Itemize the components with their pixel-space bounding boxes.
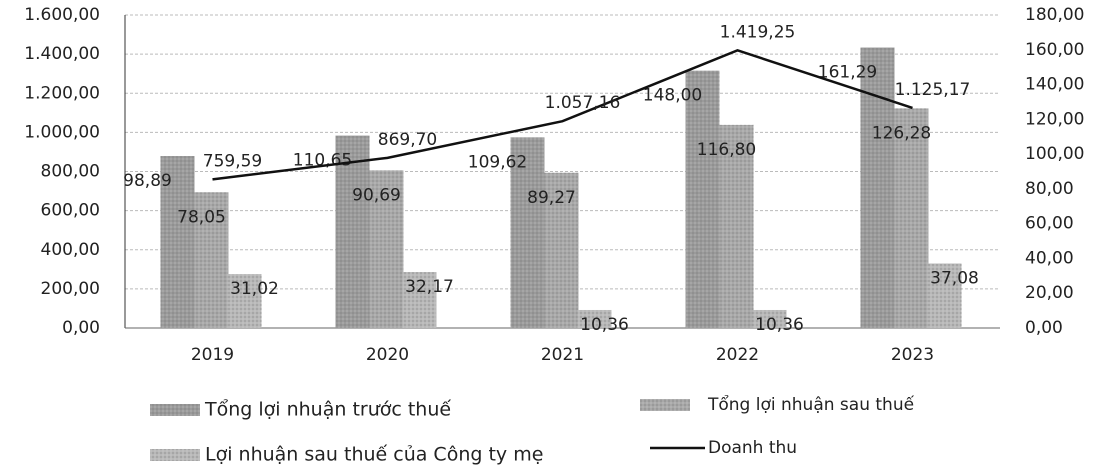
x-tick-label: 2019 [191, 345, 234, 365]
x-tick-label: 2023 [891, 345, 934, 365]
y-tick-label: 1.400,00 [24, 44, 100, 64]
y2-tick-label: 100,00 [1025, 144, 1084, 164]
data-label: 10,36 [755, 315, 804, 335]
data-label: 759,59 [203, 151, 262, 171]
data-label: 126,28 [872, 123, 931, 143]
y-tick-label: 400,00 [41, 240, 100, 260]
bar-texture [719, 124, 754, 328]
data-label: 1.057,16 [545, 93, 621, 113]
data-label: 1.419,25 [720, 22, 796, 42]
bar-texture [544, 172, 579, 328]
y-tick-label: 600,00 [41, 201, 100, 221]
bar-texture [577, 309, 612, 328]
legend-texture [150, 449, 200, 461]
y-tick-label: 200,00 [41, 279, 100, 299]
x-tick-label: 2022 [716, 345, 759, 365]
legend-texture [150, 404, 200, 416]
bar-texture [752, 309, 787, 328]
data-label: 78,05 [177, 207, 226, 227]
y2-tick-label: 40,00 [1025, 248, 1074, 268]
y2-tick-label: 140,00 [1025, 75, 1084, 95]
legend-label: Doanh thu [708, 438, 797, 458]
line [212, 49, 913, 181]
bar-texture [402, 272, 437, 328]
y2-tick-label: 60,00 [1025, 214, 1074, 234]
bar-texture [335, 135, 370, 328]
bar-texture [194, 192, 229, 328]
data-label: 116,80 [697, 140, 756, 160]
data-label: 869,70 [378, 130, 437, 150]
bar-texture [927, 263, 962, 328]
y2-tick-label: 180,00 [1025, 5, 1084, 25]
data-label: 98,89 [123, 171, 172, 191]
legend-label: Tổng lợi nhuận trước thuế [204, 399, 451, 421]
data-label: 89,27 [527, 188, 576, 208]
legend-texture [640, 399, 690, 411]
bar-texture [227, 274, 262, 328]
bar-texture [160, 156, 195, 328]
y-tick-label: 800,00 [41, 162, 100, 182]
data-label: 90,69 [352, 185, 401, 205]
bar-texture [685, 70, 720, 329]
y-tick-label: 1.000,00 [24, 122, 100, 142]
y2-tick-label: 0,00 [1025, 318, 1063, 338]
y-tick-label: 0,00 [62, 318, 100, 338]
bar-texture [894, 108, 929, 328]
data-label: 32,17 [405, 277, 454, 297]
y-tick-label: 1.600,00 [24, 5, 100, 25]
legend-label: Tổng lợi nhuận sau thuế [707, 394, 915, 415]
bar-texture [510, 137, 545, 328]
y2-tick-label: 160,00 [1025, 40, 1084, 60]
y-tick-label: 1.200,00 [24, 83, 100, 103]
data-label: 110,65 [293, 151, 352, 171]
y2-tick-label: 120,00 [1025, 109, 1084, 129]
data-label: 37,08 [930, 269, 979, 289]
x-tick-label: 2020 [366, 345, 409, 365]
x-tick-label: 2021 [541, 345, 584, 365]
y2-tick-label: 80,00 [1025, 179, 1074, 199]
data-label: 161,29 [818, 63, 877, 83]
legend-label: Lợi nhuận sau thuế của Công ty mẹ [205, 444, 543, 466]
data-label: 148,00 [643, 86, 702, 106]
data-label: 1.125,17 [895, 80, 971, 100]
data-label: 10,36 [580, 315, 629, 335]
bar-texture [860, 47, 895, 329]
y2-tick-label: 20,00 [1025, 283, 1074, 303]
data-label: 31,02 [230, 279, 279, 299]
data-label: 109,62 [468, 152, 527, 172]
bar-texture [369, 170, 404, 328]
